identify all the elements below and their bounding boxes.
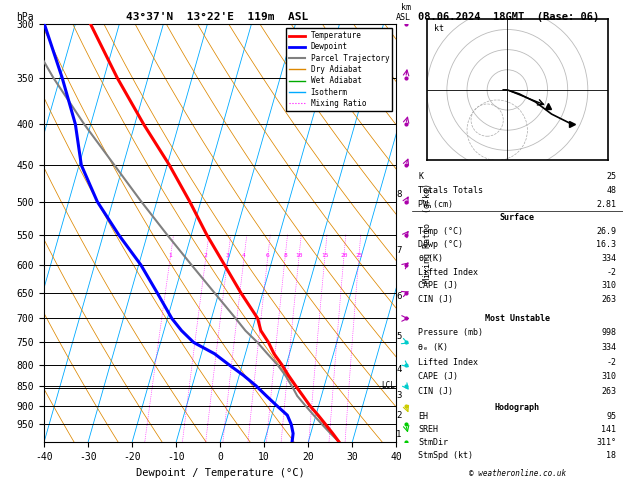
Text: km
ASL: km ASL <box>396 3 411 22</box>
Text: 20: 20 <box>340 253 347 258</box>
Text: Dewp (°C): Dewp (°C) <box>418 241 464 249</box>
Text: 8: 8 <box>283 253 287 258</box>
Text: 5: 5 <box>396 332 402 341</box>
Text: 2: 2 <box>204 253 208 258</box>
Text: 15: 15 <box>321 253 328 258</box>
Text: Mixing Ratio  (g/kg): Mixing Ratio (g/kg) <box>423 183 433 283</box>
Text: θₑ(K): θₑ(K) <box>418 254 443 263</box>
Text: Surface: Surface <box>500 213 535 222</box>
Text: 311°: 311° <box>596 438 616 447</box>
Text: 25: 25 <box>355 253 362 258</box>
Text: CAPE (J): CAPE (J) <box>418 372 459 381</box>
Text: 1: 1 <box>396 430 402 439</box>
Text: 310: 310 <box>601 372 616 381</box>
Text: EH: EH <box>418 413 428 421</box>
Text: StmSpd (kt): StmSpd (kt) <box>418 451 473 460</box>
X-axis label: Dewpoint / Temperature (°C): Dewpoint / Temperature (°C) <box>136 468 304 478</box>
Text: 4: 4 <box>242 253 246 258</box>
Text: 334: 334 <box>601 254 616 263</box>
Text: hPa: hPa <box>16 12 33 22</box>
Text: LCL: LCL <box>381 381 395 390</box>
Text: 95: 95 <box>606 413 616 421</box>
Text: 8: 8 <box>396 190 402 199</box>
Text: Lifted Index: Lifted Index <box>418 358 478 366</box>
Text: 25: 25 <box>606 173 616 181</box>
Text: Most Unstable: Most Unstable <box>485 314 550 323</box>
Text: SREH: SREH <box>418 425 438 434</box>
Text: 2.81: 2.81 <box>596 200 616 208</box>
Text: 263: 263 <box>601 295 616 304</box>
Text: 263: 263 <box>601 387 616 396</box>
Text: 334: 334 <box>601 343 616 352</box>
Text: 6: 6 <box>396 293 402 301</box>
Text: 7: 7 <box>396 245 402 255</box>
Text: Pressure (mb): Pressure (mb) <box>418 329 483 337</box>
Text: 26.9: 26.9 <box>596 227 616 236</box>
Text: 18: 18 <box>606 451 616 460</box>
Text: CAPE (J): CAPE (J) <box>418 281 459 290</box>
Legend: Temperature, Dewpoint, Parcel Trajectory, Dry Adiabat, Wet Adiabat, Isotherm, Mi: Temperature, Dewpoint, Parcel Trajectory… <box>286 28 392 111</box>
Text: Hodograph: Hodograph <box>495 403 540 412</box>
Text: Lifted Index: Lifted Index <box>418 268 478 277</box>
Text: 43°37'N  13°22'E  119m  ASL: 43°37'N 13°22'E 119m ASL <box>126 12 308 22</box>
Text: 998: 998 <box>601 329 616 337</box>
Text: Totals Totals: Totals Totals <box>418 186 483 195</box>
Text: 1: 1 <box>169 253 172 258</box>
Text: 16.3: 16.3 <box>596 241 616 249</box>
Text: PW (cm): PW (cm) <box>418 200 454 208</box>
Text: Temp (°C): Temp (°C) <box>418 227 464 236</box>
Text: 4: 4 <box>396 365 402 375</box>
Text: 48: 48 <box>606 186 616 195</box>
Text: 3: 3 <box>396 391 402 400</box>
Text: CIN (J): CIN (J) <box>418 295 454 304</box>
Text: -2: -2 <box>606 358 616 366</box>
Text: CIN (J): CIN (J) <box>418 387 454 396</box>
Text: -2: -2 <box>606 268 616 277</box>
Text: kt: kt <box>434 24 444 33</box>
Text: K: K <box>418 173 423 181</box>
Text: 10: 10 <box>295 253 303 258</box>
Text: 310: 310 <box>601 281 616 290</box>
Text: StmDir: StmDir <box>418 438 448 447</box>
Text: 6: 6 <box>266 253 270 258</box>
Text: 141: 141 <box>601 425 616 434</box>
Text: 2: 2 <box>396 411 402 420</box>
Text: © weatheronline.co.uk: © weatheronline.co.uk <box>469 469 566 478</box>
Text: θₑ (K): θₑ (K) <box>418 343 448 352</box>
Text: 3: 3 <box>226 253 230 258</box>
Text: 08.06.2024  18GMT  (Base: 06): 08.06.2024 18GMT (Base: 06) <box>418 12 599 22</box>
